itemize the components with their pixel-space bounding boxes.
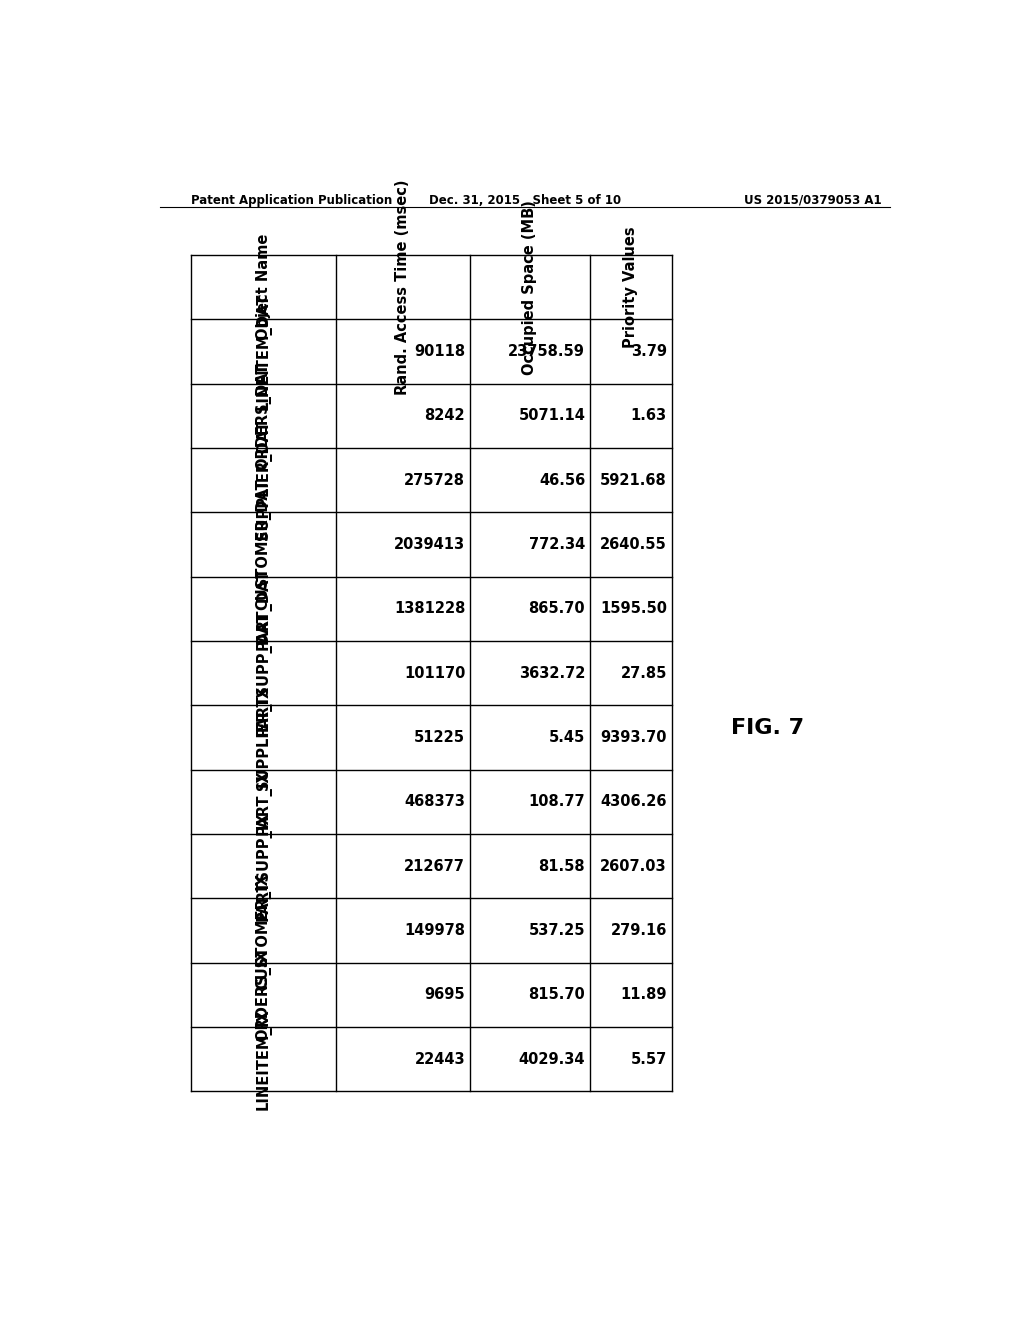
Text: 2640.55: 2640.55 <box>600 537 667 552</box>
Text: Patent Application Publication: Patent Application Publication <box>191 194 393 207</box>
Text: 90118: 90118 <box>414 345 465 359</box>
Text: PART_IX: PART_IX <box>256 770 271 834</box>
Text: 865.70: 865.70 <box>528 602 586 616</box>
Text: 468373: 468373 <box>404 795 465 809</box>
Text: 101170: 101170 <box>403 665 465 681</box>
Text: 9695: 9695 <box>425 987 465 1002</box>
Text: ORDERS_IX: ORDERS_IX <box>256 949 271 1040</box>
Text: 46.56: 46.56 <box>539 473 586 487</box>
Text: 149978: 149978 <box>404 923 465 939</box>
Text: 9393.70: 9393.70 <box>600 730 667 744</box>
Text: 22443: 22443 <box>415 1052 465 1067</box>
Text: 11.89: 11.89 <box>621 987 667 1002</box>
Text: 5921.68: 5921.68 <box>600 473 667 487</box>
Text: FIG. 7: FIG. 7 <box>731 718 804 738</box>
Text: LINEITEM_IX: LINEITEM_IX <box>256 1008 271 1110</box>
Text: PARTSUPP_IX: PARTSUPP_IX <box>256 812 271 921</box>
Text: 4306.26: 4306.26 <box>600 795 667 809</box>
Text: 5.45: 5.45 <box>549 730 586 744</box>
Text: 212677: 212677 <box>404 859 465 874</box>
Text: PARTSUPP_DAT: PARTSUPP_DAT <box>256 611 271 735</box>
Text: Occupied Space (MB): Occupied Space (MB) <box>522 199 538 375</box>
Text: 1595.50: 1595.50 <box>600 602 667 616</box>
Text: SUPPLIER_IX: SUPPLIER_IX <box>256 685 271 789</box>
Text: 3632.72: 3632.72 <box>519 665 586 681</box>
Text: 51225: 51225 <box>414 730 465 744</box>
Text: Dec. 31, 2015   Sheet 5 of 10: Dec. 31, 2015 Sheet 5 of 10 <box>429 194 621 207</box>
Text: LINEITEM_DAT: LINEITEM_DAT <box>256 293 271 411</box>
Text: Object Name: Object Name <box>256 234 271 341</box>
Text: 4029.34: 4029.34 <box>519 1052 586 1067</box>
Text: 27.85: 27.85 <box>621 665 667 681</box>
Text: ORDERS_DAT: ORDERS_DAT <box>256 362 271 470</box>
Text: 5.57: 5.57 <box>631 1052 667 1067</box>
Text: 2039413: 2039413 <box>394 537 465 552</box>
Text: PART_DAT: PART_DAT <box>256 568 271 649</box>
Text: 772.34: 772.34 <box>529 537 586 552</box>
Text: 537.25: 537.25 <box>528 923 586 939</box>
Text: 2607.03: 2607.03 <box>600 859 667 874</box>
Text: 1381228: 1381228 <box>394 602 465 616</box>
Text: 81.58: 81.58 <box>539 859 586 874</box>
Text: CUSTOMER_IX: CUSTOMER_IX <box>256 873 271 989</box>
Text: 3.79: 3.79 <box>631 345 667 359</box>
Text: 1.63: 1.63 <box>631 408 667 424</box>
Text: 5071.14: 5071.14 <box>518 408 586 424</box>
Text: 23758.59: 23758.59 <box>508 345 586 359</box>
Text: SUPPLIER_DAT: SUPPLIER_DAT <box>256 420 271 540</box>
Text: 275728: 275728 <box>404 473 465 487</box>
Text: Rand. Access Time (msec): Rand. Access Time (msec) <box>395 180 411 395</box>
Text: CUSTOMER_DAT: CUSTOMER_DAT <box>256 479 271 610</box>
Text: 108.77: 108.77 <box>528 795 586 809</box>
Text: US 2015/0379053 A1: US 2015/0379053 A1 <box>744 194 882 207</box>
Text: 8242: 8242 <box>425 408 465 424</box>
Text: 815.70: 815.70 <box>528 987 586 1002</box>
Text: 279.16: 279.16 <box>610 923 667 939</box>
Text: Priority Values: Priority Values <box>624 226 638 348</box>
